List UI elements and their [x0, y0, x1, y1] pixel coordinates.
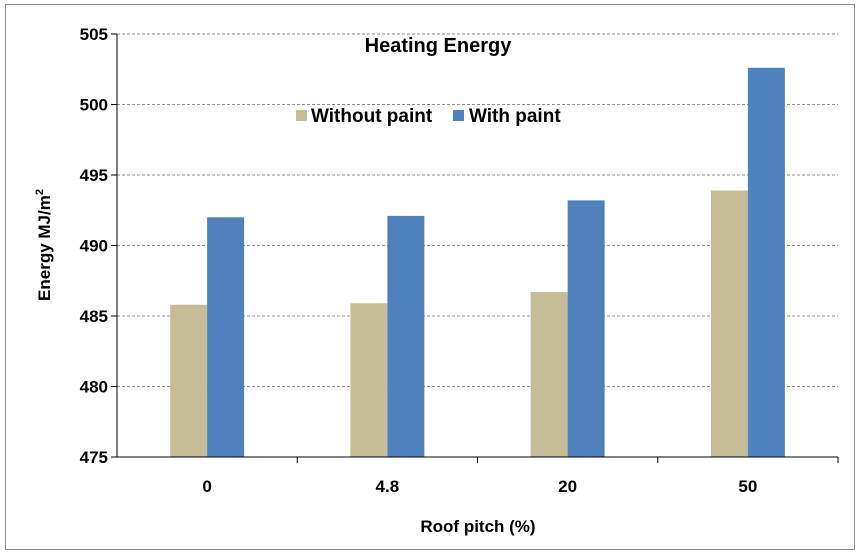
y-axis-title-superscript: 2: [34, 189, 46, 195]
y-tick-label: 480: [80, 378, 108, 397]
y-tick-label: 495: [80, 166, 108, 185]
bar-with-paint-0: [207, 217, 245, 457]
axes: 475 480 485 490 495 500 505 0 4.8 20 50: [80, 25, 839, 496]
x-tick-label: 50: [738, 477, 757, 496]
y-axis-title: Energy MJ/m2: [34, 189, 54, 301]
legend-swatch-without-paint: [296, 110, 307, 121]
bar-with-paint-50: [747, 67, 785, 457]
y-axis-title-text: Energy MJ/m: [35, 195, 54, 301]
x-tick-label: 4.8: [376, 477, 400, 496]
x-axis-title: Roof pitch (%): [420, 517, 535, 536]
legend-label-without-paint: Without paint: [311, 106, 433, 127]
chart-title: Heating Energy: [365, 35, 513, 57]
y-tick-label: 485: [80, 307, 108, 326]
x-tick-label: 0: [202, 477, 211, 496]
bar-with-paint-4.8: [387, 215, 425, 457]
bars: [170, 67, 785, 457]
x-tick-label: 20: [558, 477, 577, 496]
legend: Without paint With paint: [296, 106, 561, 127]
y-tick-label: 490: [80, 237, 108, 256]
y-tick-label: 500: [80, 96, 108, 115]
bar-without-paint-0: [170, 304, 208, 457]
y-tick-label: 475: [80, 448, 108, 467]
y-tick-label: 505: [80, 25, 108, 44]
bar-without-paint-4.8: [350, 303, 388, 457]
bar-with-paint-20: [567, 200, 605, 457]
legend-label-with-paint: With paint: [469, 106, 561, 127]
bar-without-paint-20: [530, 292, 568, 457]
bar-without-paint-50: [710, 190, 748, 457]
legend-swatch-with-paint: [453, 110, 464, 121]
